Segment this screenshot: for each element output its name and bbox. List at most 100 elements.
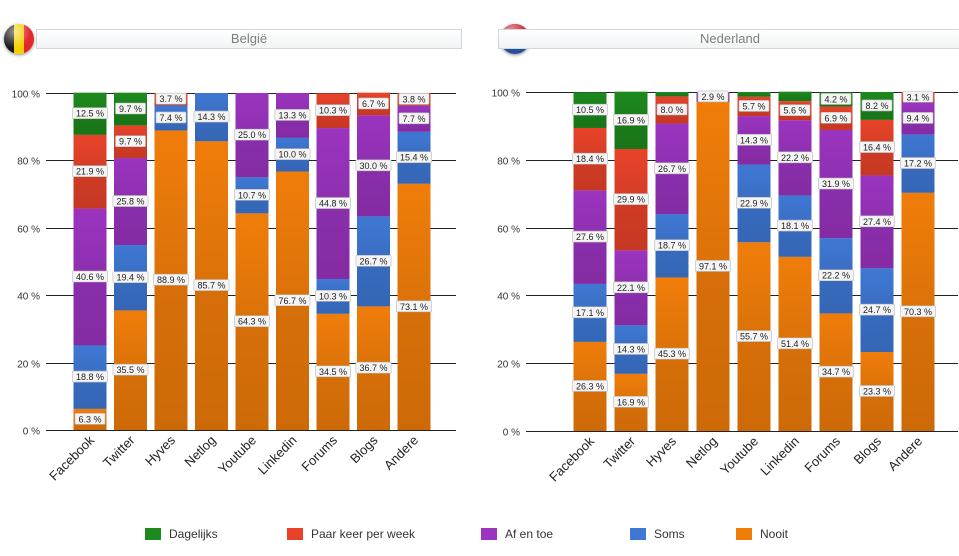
data-label: 23.3 % bbox=[863, 387, 891, 397]
data-label: 14.3 % bbox=[740, 135, 768, 145]
data-label-box bbox=[72, 107, 108, 120]
data-label-box bbox=[613, 396, 649, 408]
data-label-box bbox=[779, 104, 811, 116]
data-label-box bbox=[697, 90, 729, 103]
data-label-box bbox=[738, 100, 770, 112]
bar-segment-shade bbox=[901, 311, 935, 431]
data-label-box bbox=[572, 306, 608, 319]
data-label-box bbox=[234, 128, 270, 141]
bar-segment-shade bbox=[357, 261, 390, 307]
bar-segment-shade bbox=[655, 354, 689, 431]
data-label: 9.7 % bbox=[119, 137, 142, 147]
x-tick-label: Forums bbox=[801, 433, 843, 475]
y-tick-label: 60 % bbox=[497, 225, 520, 236]
data-label-box bbox=[902, 90, 934, 103]
bar-segment-shade bbox=[316, 371, 350, 430]
y-tick-label: 0 % bbox=[503, 428, 520, 439]
data-label-box bbox=[355, 159, 392, 172]
data-label: 4.2 % bbox=[824, 94, 847, 104]
data-label-box bbox=[155, 111, 187, 124]
data-label: 13.3 % bbox=[278, 110, 306, 120]
x-tick-label: Youtube bbox=[717, 434, 761, 478]
data-label: 10.7 % bbox=[238, 190, 266, 200]
data-label-box bbox=[820, 111, 852, 124]
data-label: 2.9 % bbox=[701, 92, 724, 102]
data-label: 35.5 % bbox=[116, 365, 144, 375]
legend-swatch bbox=[145, 528, 161, 540]
data-label: 27.6 % bbox=[576, 232, 604, 242]
data-label: 45.3 % bbox=[658, 349, 686, 359]
bar-segment-linkedin-dagelijks bbox=[778, 91, 812, 102]
data-label: 34.5 % bbox=[319, 367, 347, 377]
data-label-box bbox=[112, 363, 149, 376]
x-tick-label: Blogs bbox=[347, 432, 381, 466]
legend: Dagelijks Paar keer per week Af en toe S… bbox=[0, 526, 959, 542]
y-tick-label: 60 % bbox=[17, 225, 40, 236]
data-label-box bbox=[859, 141, 895, 153]
data-label-box bbox=[355, 361, 392, 374]
bar-segment-shade bbox=[154, 280, 188, 430]
data-label: 8.0 % bbox=[660, 105, 683, 115]
y-tick-label: 20 % bbox=[17, 360, 40, 371]
bar-segment-shade bbox=[73, 277, 107, 346]
bar-segment-shade bbox=[737, 203, 771, 243]
x-tick-label: Facebook bbox=[46, 432, 97, 483]
data-label-box bbox=[736, 134, 772, 146]
data-label: 7.4 % bbox=[159, 113, 182, 123]
legend-swatch bbox=[630, 528, 646, 540]
data-label: 16.9 % bbox=[617, 115, 645, 125]
data-label-box bbox=[396, 151, 432, 164]
bar-segment-hyves-dagelijks bbox=[655, 92, 689, 97]
data-label: 3.1 % bbox=[906, 92, 929, 102]
data-label: 70.3 % bbox=[904, 307, 932, 317]
data-label-box bbox=[777, 337, 813, 350]
data-label: 7.7 % bbox=[402, 114, 425, 124]
bar-segment-shade bbox=[614, 199, 648, 251]
data-label-box bbox=[115, 102, 146, 115]
x-tick-label: Linkedin bbox=[255, 433, 300, 478]
bar-segment-shade bbox=[114, 277, 147, 311]
data-label: 6.9 % bbox=[824, 113, 847, 123]
data-label-box bbox=[358, 97, 389, 110]
x-tick-label: Youtube bbox=[215, 433, 259, 477]
data-label: 55.7 % bbox=[740, 332, 768, 342]
legend-label: Soms bbox=[654, 527, 685, 541]
data-label: 18.8 % bbox=[76, 372, 104, 382]
x-tick-label: Hyves bbox=[142, 432, 178, 468]
x-tick-label: Facebook bbox=[546, 433, 597, 484]
data-label-box bbox=[818, 269, 854, 282]
data-label-box bbox=[777, 151, 813, 164]
data-label-box bbox=[613, 114, 649, 126]
data-label: 8.2 % bbox=[865, 101, 888, 111]
y-tick-label: 40 % bbox=[497, 292, 520, 303]
bar-segment-shade bbox=[860, 391, 894, 431]
data-label: 44.8 % bbox=[319, 199, 347, 209]
bar-segment-shade bbox=[778, 157, 812, 196]
x-tick-label: Hyves bbox=[643, 433, 679, 469]
data-label-box bbox=[818, 365, 854, 378]
data-label-box bbox=[396, 300, 432, 313]
x-tick-label: Andere bbox=[381, 433, 421, 473]
data-label: 10.0 % bbox=[278, 150, 306, 160]
bar-segment-shade bbox=[860, 221, 894, 269]
chart-panel-belgium: België 0 % 20 % 40 % 60 % 80 % 100 % 6.3 % 18.8… bbox=[0, 0, 480, 520]
data-label: 27.4 % bbox=[863, 217, 891, 227]
data-label-box bbox=[656, 103, 688, 116]
bar-segment-shade bbox=[573, 386, 607, 431]
data-label: 40.6 % bbox=[76, 272, 104, 282]
bar-segment-shade bbox=[614, 287, 648, 326]
data-label-box bbox=[398, 112, 430, 125]
data-label-box bbox=[274, 148, 311, 160]
data-label: 22.1 % bbox=[617, 283, 645, 293]
bar-segment-shade bbox=[114, 370, 147, 430]
bar-segment-shade bbox=[819, 184, 853, 239]
y-tick-label: 100 % bbox=[492, 89, 520, 100]
x-tick-label: Andere bbox=[885, 434, 925, 474]
legend-label: Nooit bbox=[760, 527, 789, 541]
bar-segment-shade bbox=[357, 368, 390, 430]
x-tick-labels: Facebook Twitter Hyves NetlogYoutubeLinkedi… bbox=[546, 433, 925, 484]
data-label-box bbox=[572, 230, 608, 243]
data-label: 24.7 % bbox=[863, 305, 891, 315]
x-tick-label: Netlog bbox=[683, 434, 720, 471]
chart-panel-netherlands: Nederland 0 % 20 % 40 % 60 % 80 % 100 % 26.3 %… bbox=[480, 0, 959, 520]
